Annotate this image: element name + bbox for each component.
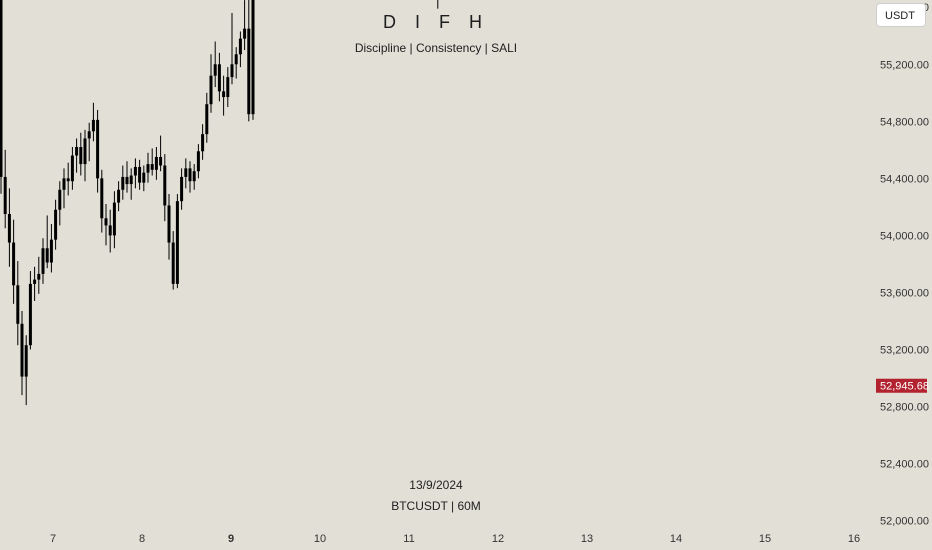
candle	[12, 219, 16, 304]
symbol-timeframe: BTCUSDT | 60M	[391, 499, 481, 513]
y-tick-label: 53,600.00	[880, 287, 929, 299]
candle	[24, 335, 28, 406]
candle	[7, 188, 11, 267]
candle	[87, 122, 91, 162]
candle	[217, 52, 221, 102]
candle	[142, 165, 146, 192]
chart-title: D I F H	[383, 12, 489, 32]
x-tick-label: 7	[50, 533, 56, 545]
candle	[54, 199, 58, 250]
candle	[70, 146, 74, 190]
y-tick-label: 54,400.00	[880, 173, 929, 185]
candle	[66, 162, 70, 196]
candle	[3, 149, 7, 229]
candle	[133, 158, 137, 189]
x-tick-label: 12	[492, 533, 504, 545]
chart-date: 13/9/2024	[409, 478, 463, 492]
x-tick-label: 14	[670, 533, 682, 545]
candle	[201, 124, 205, 160]
chart-subtitle: Discipline | Consistency | SALI	[354, 41, 518, 55]
candle	[163, 154, 167, 222]
candle	[222, 75, 226, 116]
x-tick-label: 9	[228, 533, 234, 545]
candle	[96, 109, 100, 193]
candle	[62, 168, 66, 209]
candle	[45, 215, 49, 269]
candle	[91, 102, 95, 142]
x-tick-label: 15	[759, 533, 771, 545]
candle	[28, 271, 32, 350]
price-label-red: 52,945.68	[876, 378, 929, 393]
candle	[138, 159, 142, 190]
candle	[234, 47, 238, 79]
candle	[100, 169, 104, 233]
x-tick-label: 11	[403, 533, 414, 545]
candle	[49, 223, 53, 273]
candle	[205, 92, 209, 143]
candle	[188, 161, 192, 193]
price-labels: 58,748.3058,142.3657,628.5556,902.5452,9…	[876, 378, 929, 393]
candle	[230, 12, 234, 85]
candle	[192, 164, 196, 190]
svg-text:52,945.68: 52,945.68	[880, 381, 929, 393]
candle	[41, 238, 45, 284]
candle	[16, 261, 20, 346]
candle	[83, 129, 87, 182]
candle	[0, 0, 3, 194]
candle	[37, 256, 41, 294]
candles	[0, 0, 439, 406]
candle	[180, 168, 184, 210]
candle	[58, 181, 62, 226]
candle	[129, 168, 133, 200]
y-tick-label: 52,000.00	[880, 516, 929, 528]
candle	[112, 191, 116, 249]
y-tick-label: 52,400.00	[880, 459, 929, 471]
candle	[104, 204, 108, 246]
candle	[247, 0, 251, 122]
candle	[79, 132, 83, 176]
candle	[159, 135, 163, 172]
candle	[108, 209, 112, 253]
candle	[213, 41, 217, 88]
x-tick-label: 10	[314, 533, 326, 545]
candle	[121, 165, 125, 200]
x-tick-label: 8	[139, 533, 145, 545]
y-tick-label: 52,800.00	[880, 402, 929, 414]
candle	[175, 194, 179, 289]
candle	[243, 0, 247, 51]
currency-button[interactable]: USDT	[876, 3, 926, 27]
candle	[75, 138, 79, 173]
candle	[33, 266, 37, 301]
candle	[437, 0, 439, 9]
candle	[238, 31, 242, 68]
candle	[167, 194, 171, 260]
candle	[150, 148, 154, 176]
y-tick-label: 54,000.00	[880, 230, 929, 242]
candle	[20, 310, 24, 396]
candle	[146, 152, 150, 183]
x-tick-label: 13	[581, 533, 593, 545]
y-tick-label: 53,200.00	[880, 344, 929, 356]
candle	[125, 161, 129, 193]
time-axis[interactable]: 7 8 9 10 11 12 13 14 15 16	[50, 533, 860, 545]
candle	[226, 67, 230, 108]
candle	[184, 158, 188, 189]
y-tick-label: 54,800.00	[880, 116, 929, 128]
candle	[171, 231, 175, 290]
candle	[251, 0, 255, 120]
candle	[196, 144, 200, 179]
candle	[117, 181, 121, 212]
x-tick-label: 16	[848, 533, 860, 545]
candle	[154, 146, 158, 180]
candle	[209, 54, 213, 113]
price-axis[interactable]: 52,000.00 52,400.00 52,800.00 53,200.00 53,6…	[880, 0, 929, 528]
y-tick-label: 55,200.00	[880, 59, 929, 71]
